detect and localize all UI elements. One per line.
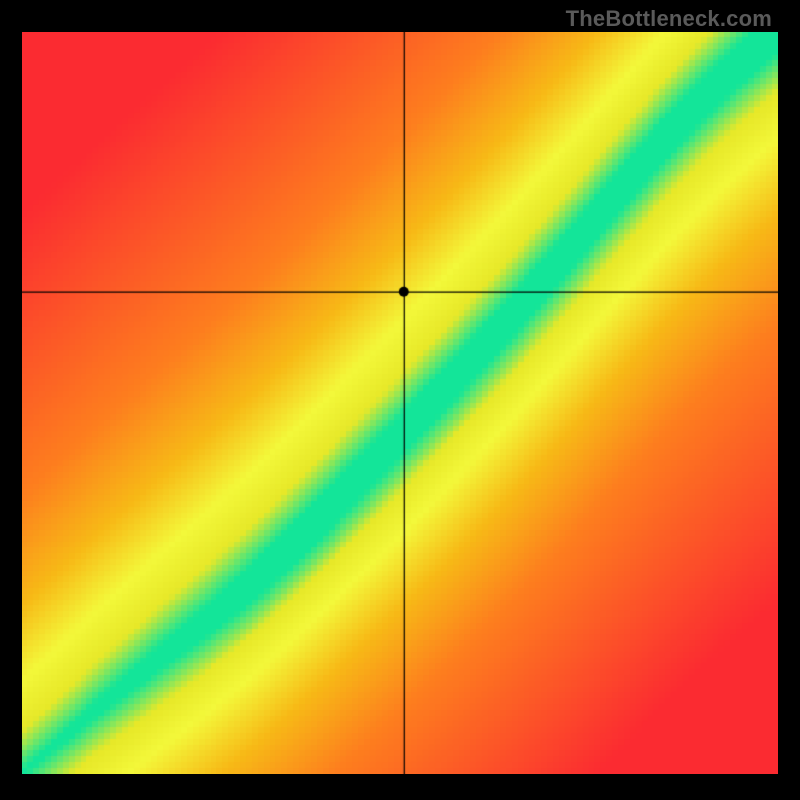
chart-container: TheBottleneck.com <box>0 0 800 800</box>
bottleneck-heatmap <box>22 32 778 774</box>
watermark-text: TheBottleneck.com <box>566 6 772 32</box>
